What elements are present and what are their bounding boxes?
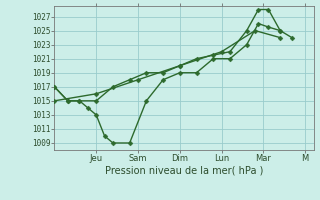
X-axis label: Pression niveau de la mer( hPa ): Pression niveau de la mer( hPa ) bbox=[105, 166, 263, 176]
